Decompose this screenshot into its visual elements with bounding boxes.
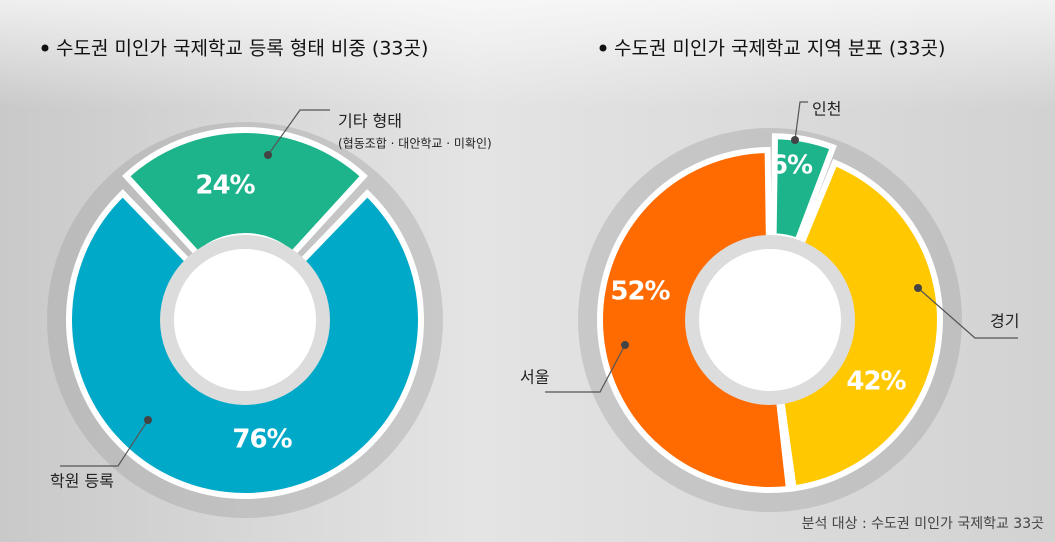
leader-line — [794, 101, 808, 141]
donut-hole — [160, 235, 330, 405]
chart-title: 수도권 미인가 국제학교 지역 분포 (33곳) — [614, 38, 945, 60]
leader-dot — [264, 151, 272, 159]
donut-hole — [685, 235, 855, 405]
category-label: 서울 — [520, 368, 549, 387]
leader-line — [267, 109, 330, 156]
leader-dot — [621, 341, 629, 349]
leader-dot — [144, 416, 152, 424]
bullet — [599, 44, 607, 52]
charts: 24% 76% 기타 형태 (협동조합 · 대안학교 · 미확인) 학원 등록 6% 42%… — [47, 100, 1019, 518]
source-note: 분석 대상 : 수도권 미인가 국제학교 33곳 — [802, 516, 1045, 532]
category-label: 경기 — [990, 312, 1019, 331]
bullet — [41, 44, 49, 52]
category-label: 인천 — [812, 100, 841, 119]
value-label: 24% — [195, 171, 255, 201]
leader-dot — [791, 136, 799, 144]
category-label: 기타 형태 — [338, 112, 402, 131]
chart-title: 수도권 미인가 국제학교 등록 형태 비중 (33곳) — [56, 38, 428, 60]
category-note: (협동조합 · 대안학교 · 미확인) — [338, 137, 492, 151]
leader-dot — [914, 284, 922, 292]
leader-line — [60, 419, 149, 467]
value-label: 52% — [610, 277, 670, 307]
value-label: 76% — [232, 425, 292, 455]
leader-line — [917, 287, 1018, 339]
leader-line — [545, 344, 626, 393]
category-label: 학원 등록 — [50, 472, 114, 491]
value-label: 6% — [770, 151, 813, 181]
value-label: 42% — [846, 367, 906, 397]
